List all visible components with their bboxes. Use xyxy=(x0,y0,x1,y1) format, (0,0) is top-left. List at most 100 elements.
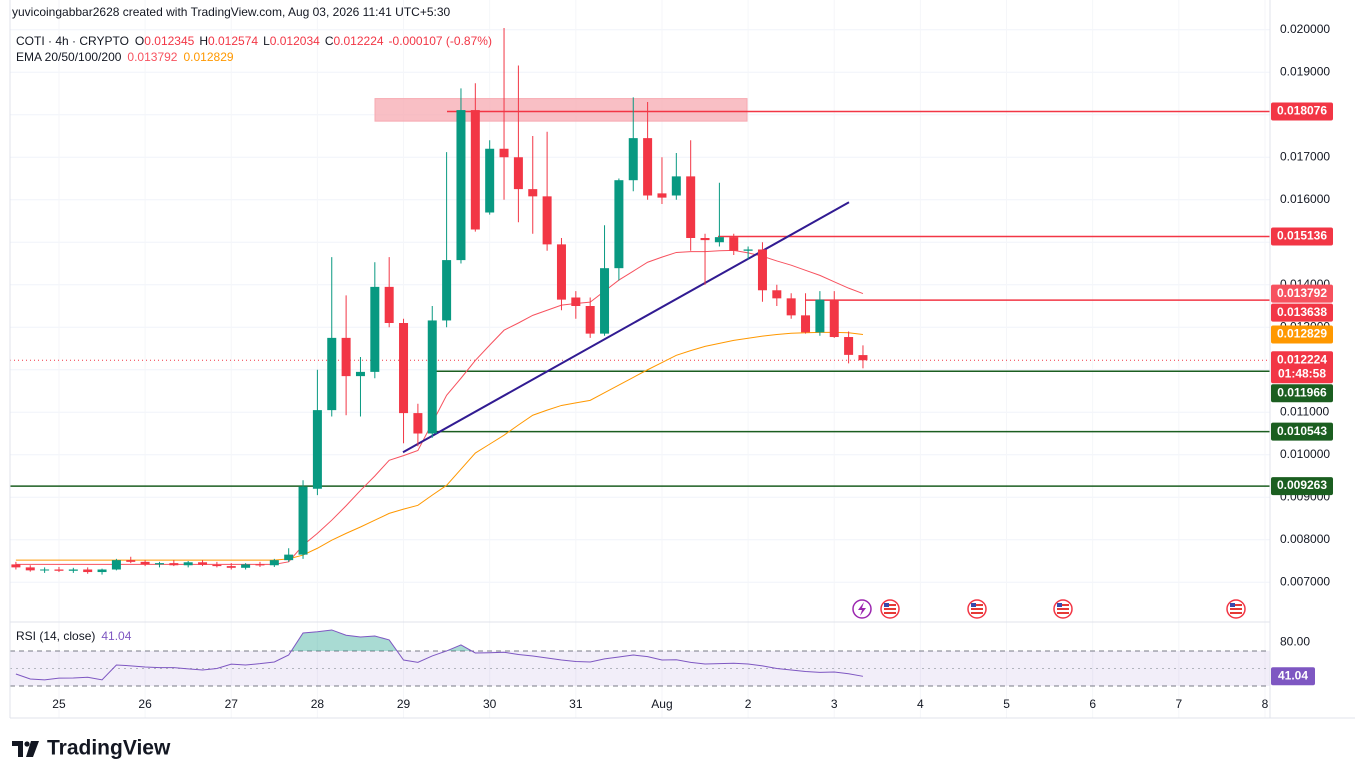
ema-label: EMA 20/50/100/200 xyxy=(16,50,122,64)
candle-body xyxy=(140,561,150,565)
candle-body xyxy=(169,563,179,566)
candle-body xyxy=(686,176,696,238)
candle-body xyxy=(571,297,581,306)
candle-body xyxy=(542,196,552,245)
candle-body xyxy=(643,138,653,196)
x-tick-label: 5 xyxy=(1003,697,1010,711)
ema-value: 0.012829 xyxy=(183,50,233,64)
candle-body xyxy=(614,180,624,269)
price-tag-box xyxy=(1271,303,1333,322)
y-tick-label: 0.011000 xyxy=(1280,404,1329,418)
candle-body xyxy=(384,286,394,323)
price-pane xyxy=(10,28,1270,575)
flag-icon[interactable] xyxy=(880,599,900,619)
flag-icon[interactable] xyxy=(1053,599,1073,619)
x-tick-label: 6 xyxy=(1089,697,1096,711)
price-tag-text: 0.009263 xyxy=(1277,478,1327,492)
price-tag-text: 0.012224 xyxy=(1277,352,1327,366)
rsi-line xyxy=(15,629,864,681)
candle-body xyxy=(729,237,739,251)
candle-body xyxy=(241,564,251,568)
candle-body xyxy=(111,560,121,570)
candle-body xyxy=(743,249,753,251)
rsi-value: 41.04 xyxy=(101,629,131,643)
candle-body xyxy=(126,560,136,562)
logo-mark xyxy=(12,741,23,757)
candle-body xyxy=(212,564,222,567)
rsi-pane xyxy=(10,629,1270,687)
price-tag: 0.013638 xyxy=(1271,303,1333,322)
candle-body xyxy=(829,299,839,338)
symbol: COTI · 4h · CRYPTO xyxy=(16,34,129,48)
candle-body xyxy=(844,337,854,355)
candle-body xyxy=(255,564,265,566)
flag-icon[interactable] xyxy=(967,599,987,619)
y-tick-label: 0.017000 xyxy=(1280,149,1330,163)
price-tag-box xyxy=(1271,384,1333,403)
change-value: -0.000107 (-0.87%) xyxy=(389,34,492,48)
x-tick-label: 28 xyxy=(311,697,325,711)
attribution: yuvicoingabbar2628 created with TradingV… xyxy=(12,5,451,19)
candle-body xyxy=(427,320,437,434)
candle-body xyxy=(54,569,64,571)
candle-body xyxy=(413,413,423,434)
candle-body xyxy=(858,355,868,361)
candle-body xyxy=(40,569,50,571)
price-tag-box xyxy=(1271,477,1333,496)
logo-mark xyxy=(26,741,39,757)
candle-body xyxy=(470,110,480,230)
supply-zone xyxy=(374,98,748,122)
candle-body xyxy=(269,560,279,566)
x-tick-label: Aug xyxy=(651,697,672,711)
candle-body xyxy=(714,237,724,243)
candle-body xyxy=(83,569,93,573)
ohlc-letter: L xyxy=(263,34,270,48)
candle-body xyxy=(312,410,322,489)
candle-body xyxy=(786,298,796,316)
price-tag-text: 0.011966 xyxy=(1277,385,1327,399)
candle-body xyxy=(600,268,610,334)
candle-body xyxy=(327,337,337,411)
price-tag: 0.009263 xyxy=(1271,477,1333,496)
candle-body xyxy=(528,189,538,197)
grid-layer xyxy=(10,0,1270,718)
legend-rsi: RSI (14, close) 41.04 xyxy=(16,629,132,643)
logo: TradingView xyxy=(12,737,171,760)
price-tag-text: 01:48:58 xyxy=(1278,366,1326,380)
price-tag-box xyxy=(1271,227,1333,246)
y-tick-label: 0.016000 xyxy=(1280,192,1330,206)
candle-body xyxy=(154,563,164,565)
candle-body xyxy=(183,562,193,566)
price-tags: 0.018076 0.015136 0.013792 0.013638 0.012829… xyxy=(1271,102,1333,686)
rsi-tag-text: 41.04 xyxy=(1278,668,1308,682)
price-tag: 0.015136 xyxy=(1271,227,1333,246)
logo-text: TradingView xyxy=(47,737,171,760)
ema-value: 0.013792 xyxy=(127,50,177,64)
candle-body xyxy=(298,486,308,555)
x-tick-label: 27 xyxy=(225,697,239,711)
price-tag: 0.012829 xyxy=(1271,325,1333,344)
high-value: 0.012574 xyxy=(208,34,258,48)
rsi-tag: 41.04 xyxy=(1271,667,1315,686)
legend-ema: EMA 20/50/100/200 0.013792 0.012829 xyxy=(16,50,234,64)
ohlc-letter: C xyxy=(325,34,334,48)
open-value: 0.012345 xyxy=(144,34,194,48)
ohlc-letter: O xyxy=(135,34,144,48)
x-tick-label: 30 xyxy=(483,697,497,711)
candle-body xyxy=(442,260,452,321)
close-value: 0.012224 xyxy=(333,34,383,48)
candle-body xyxy=(11,564,21,568)
candle-body xyxy=(671,176,681,196)
flag-icon[interactable] xyxy=(1226,599,1246,619)
price-tag: 0.018076 xyxy=(1271,102,1333,121)
price-tag-box xyxy=(1271,325,1333,344)
price-tag: 0.013792 xyxy=(1271,284,1333,303)
price-tag-text: 0.013792 xyxy=(1277,286,1327,300)
candle-body xyxy=(284,554,294,561)
candle-body xyxy=(585,306,595,334)
event-icons xyxy=(852,599,1246,619)
price-tag-box xyxy=(1271,102,1333,121)
price-tag-text: 0.012829 xyxy=(1277,327,1327,341)
